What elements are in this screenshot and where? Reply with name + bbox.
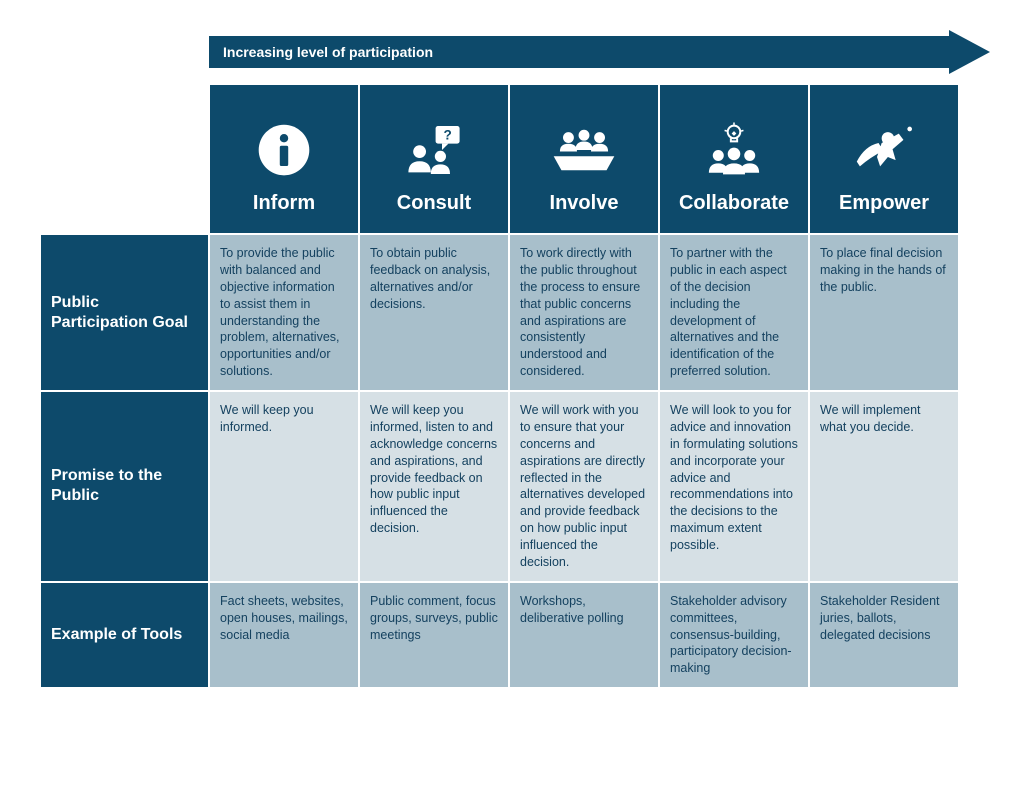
column-label: Inform xyxy=(253,190,315,223)
table-cell-consult: We will keep you informed, listen to and… xyxy=(359,391,509,582)
column-header-empower: Empower xyxy=(809,84,959,234)
svg-text:?: ? xyxy=(443,128,451,143)
table-cell-collaborate: We will look to you for advice and innov… xyxy=(659,391,809,582)
table-cell-inform: To provide the public with balanced and … xyxy=(209,234,359,391)
arrow-label: Increasing level of participation xyxy=(209,36,949,68)
table-cell-collaborate: Stakeholder advisory committees, consens… xyxy=(659,582,809,688)
table-cell-empower: Stakeholder Resident juries, ballots, de… xyxy=(809,582,959,688)
question-people-icon: ? xyxy=(402,118,466,182)
column-header-collaborate: Collaborate xyxy=(659,84,809,234)
table-cell-collaborate: To partner with the public in each aspec… xyxy=(659,234,809,391)
table-cell-empower: To place final decision making in the ha… xyxy=(809,234,959,391)
table-cell-empower: We will implement what you decide. xyxy=(809,391,959,582)
hero-fly-icon xyxy=(849,118,919,182)
row-header: Public Participation Goal xyxy=(40,234,209,391)
table-cell-consult: To obtain public feedback on analysis, a… xyxy=(359,234,509,391)
column-header-involve: Involve xyxy=(509,84,659,234)
table-cell-involve: We will work with you to ensure that you… xyxy=(509,391,659,582)
arrow-header: Increasing level of participation xyxy=(209,30,990,74)
row-header: Promise to the Public xyxy=(40,391,209,582)
column-label: Empower xyxy=(839,190,929,223)
row-header: Example of Tools xyxy=(40,582,209,688)
table-cell-consult: Public comment, focus groups, surveys, p… xyxy=(359,582,509,688)
column-label: Involve xyxy=(550,190,619,223)
corner-spacer xyxy=(40,84,209,234)
idea-group-icon xyxy=(701,118,767,182)
table-cell-involve: To work directly with the public through… xyxy=(509,234,659,391)
info-icon xyxy=(257,118,311,182)
arrow-head-icon xyxy=(949,30,990,74)
column-header-consult: ? Consult xyxy=(359,84,509,234)
table-cell-involve: Workshops, deliberative polling xyxy=(509,582,659,688)
table-cell-inform: We will keep you informed. xyxy=(209,391,359,582)
column-header-inform: Inform xyxy=(209,84,359,234)
participation-table: Inform ? Consult Involve xyxy=(40,84,990,688)
column-label: Collaborate xyxy=(679,190,789,223)
column-label: Consult xyxy=(397,190,471,223)
table-cell-inform: Fact sheets, websites, open houses, mail… xyxy=(209,582,359,688)
participation-spectrum-figure: Increasing level of participation Inform… xyxy=(40,30,990,688)
meeting-table-icon xyxy=(549,118,619,182)
